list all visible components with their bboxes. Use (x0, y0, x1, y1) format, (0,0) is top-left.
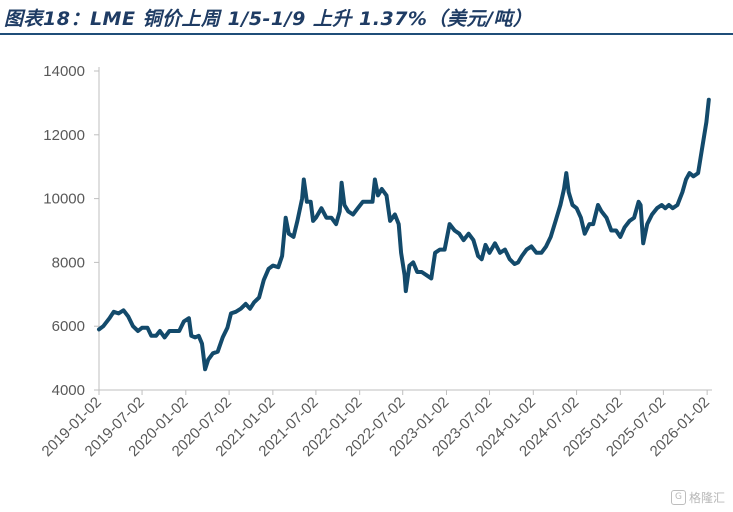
y-tick-label: 4000 (52, 382, 85, 399)
y-tick-label: 8000 (52, 254, 85, 271)
y-tick-label: 6000 (52, 318, 85, 335)
y-tick-label: 10000 (43, 191, 85, 208)
chart-header: 图表18：LME 铜价上周 1/5-1/9 上升 1.37%（美元/吨） (0, 0, 733, 35)
plot-area (97, 97, 711, 372)
title-underline (0, 33, 733, 35)
y-axis: 4000 6000 8000 10000 12000 14000 (43, 63, 100, 399)
y-tick-label: 12000 (43, 127, 85, 144)
chart-title: 图表18：LME 铜价上周 1/5-1/9 上升 1.37%（美元/吨） (4, 8, 533, 30)
gelonghui-logo-icon: G (670, 490, 686, 505)
x-axis: 2019-01-022019-07-022020-01-022020-07-02… (39, 389, 713, 460)
watermark: G 格隆汇 (670, 489, 725, 506)
series-line-lme-copper (97, 97, 711, 372)
watermark-text: 格隆汇 (688, 491, 725, 505)
y-tick-label: 14000 (43, 63, 85, 80)
